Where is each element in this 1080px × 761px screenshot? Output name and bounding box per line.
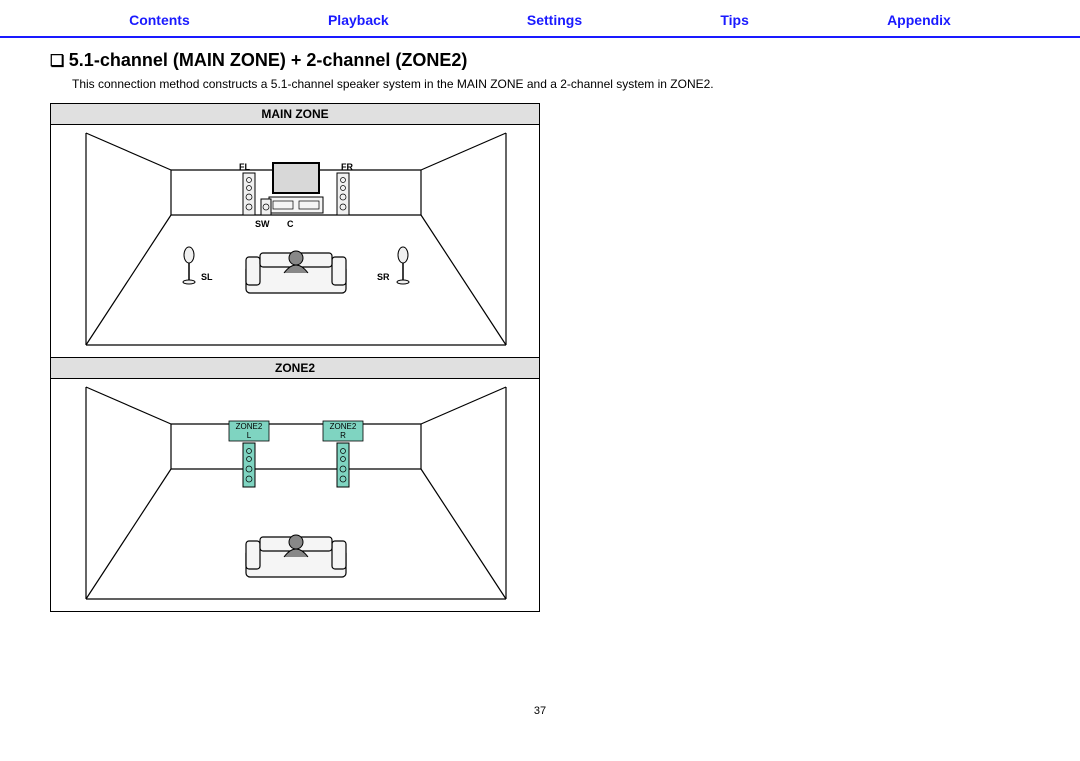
label-zone2-r-1: ZONE2 — [330, 422, 357, 431]
sofa-zone2 — [246, 535, 346, 577]
zone2-diagram: ZONE2 L ZONE2 R — [51, 379, 539, 611]
speaker-sl — [183, 247, 195, 284]
top-nav: Contents Playback Settings Tips Appendix — [0, 0, 1080, 38]
speaker-sr — [397, 247, 409, 284]
label-c: C — [287, 219, 294, 229]
label-fl: FL — [239, 162, 250, 172]
main-zone-diagram: FL FR SW C SL — [51, 125, 539, 357]
label-zone2-l-1: ZONE2 — [236, 422, 263, 431]
zone2-header: ZONE2 — [51, 357, 539, 379]
nav-tips[interactable]: Tips — [720, 12, 749, 28]
label-sr: SR — [377, 272, 390, 282]
page-content: 5.1-channel (MAIN ZONE) + 2-channel (ZON… — [0, 38, 1080, 612]
label-sw: SW — [255, 219, 270, 229]
label-zone2-r-2: R — [340, 431, 346, 440]
sofa-main — [246, 251, 346, 293]
main-zone-header: MAIN ZONE — [51, 104, 539, 125]
page-number: 37 — [0, 705, 1080, 717]
section-heading: 5.1-channel (MAIN ZONE) + 2-channel (ZON… — [50, 50, 1030, 71]
nav-playback[interactable]: Playback — [328, 12, 389, 28]
nav-settings[interactable]: Settings — [527, 12, 582, 28]
section-description: This connection method constructs a 5.1-… — [72, 77, 1030, 91]
label-zone2-l-2: L — [247, 431, 252, 440]
nav-contents[interactable]: Contents — [129, 12, 190, 28]
label-sl: SL — [201, 272, 213, 282]
nav-appendix[interactable]: Appendix — [887, 12, 951, 28]
speaker-diagram-container: MAIN ZONE — [50, 103, 540, 612]
label-fr: FR — [341, 162, 353, 172]
